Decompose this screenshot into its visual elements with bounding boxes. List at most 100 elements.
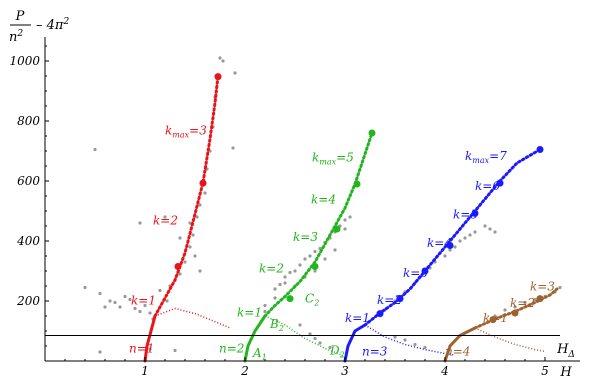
scatter-point [283, 281, 287, 285]
scatter-point [523, 300, 527, 305]
scatter-point [468, 233, 472, 237]
scatter-point [313, 336, 317, 341]
annotation-label: k=1 [345, 311, 370, 325]
x-tick-label: 2 [240, 364, 249, 378]
scatter-point [231, 146, 235, 150]
scatter-point [113, 300, 117, 305]
annotation-label: n=2 [219, 342, 244, 356]
scatter-point [263, 303, 267, 308]
branch-n1-solid [143, 314, 157, 363]
y-tick-label: 400 [16, 234, 40, 248]
scatter-point [443, 254, 447, 258]
branch-n1-marker [214, 73, 222, 81]
branch-n2-upper [263, 131, 374, 318]
scatter-point [328, 345, 332, 350]
scatter-point [198, 203, 202, 207]
branch-n2-marker [353, 180, 361, 188]
scatter-point [423, 345, 427, 350]
scatter-point [448, 248, 452, 252]
y-axis-label-denominator: n2 [9, 29, 23, 45]
branch-n3-marker [446, 242, 454, 249]
scatter-point [193, 254, 197, 258]
annotation-label: B2 [269, 317, 284, 333]
annotation-label: k=3 [530, 280, 555, 294]
branch-n1-marker [174, 263, 182, 270]
scatter-point [278, 282, 282, 287]
branch-n2-marker [311, 263, 319, 270]
scatter-point [98, 350, 102, 354]
annotation-label: k=2 [510, 296, 535, 310]
scatter-point [198, 269, 202, 273]
scatter-point [143, 303, 147, 308]
scatter-point [298, 263, 302, 267]
x-axis-label-denominator: H [559, 365, 572, 380]
scatter-point [303, 257, 307, 261]
scatter-point [98, 291, 102, 296]
annotation-label: k=3 [293, 230, 318, 244]
y-tick-label: 1000 [9, 54, 40, 68]
scatter-point [183, 260, 187, 264]
scatter-point [138, 221, 142, 225]
annotation-label: kmax=7 [465, 149, 507, 165]
scatter-point [138, 309, 142, 314]
x-tick-label: 4 [440, 364, 449, 378]
y-tick-label: 600 [17, 174, 40, 188]
branch-n3-solid [343, 323, 367, 363]
annotation-label: A1 [252, 346, 267, 362]
annotation-label: k=2 [377, 293, 402, 307]
scatter-point [93, 147, 97, 152]
branch-n3-marker [496, 179, 504, 187]
annotation-label: n=4 [445, 345, 470, 359]
scatter-point [158, 288, 162, 293]
annotation-label: k=6 [475, 179, 500, 193]
branch-n2-marker [368, 129, 376, 137]
branch-n3-marker [376, 310, 384, 318]
scatter-point [308, 254, 312, 258]
scatter-point [188, 221, 192, 225]
x-tick-label: 5 [541, 364, 549, 378]
branch-n4-marker [536, 295, 544, 303]
annotation-label: kmax=3 [165, 124, 207, 140]
branch-n4-marker [511, 309, 519, 317]
curves-layer [143, 73, 559, 363]
scatter-point [273, 296, 277, 300]
scatter-point [313, 249, 317, 254]
x-axis-label: HΔ H [554, 342, 580, 380]
annotation-label: k=1 [483, 311, 508, 325]
annotation-label: k=4 [311, 193, 336, 207]
scatter-point [393, 335, 397, 339]
x-tick-label: 1 [141, 364, 149, 378]
scatter-point [83, 285, 87, 290]
scatter-point [188, 245, 192, 249]
scatter-point [308, 332, 312, 336]
branch-n1-marker [199, 179, 207, 187]
scatter-point [453, 245, 457, 249]
annotation-label: C2 [305, 292, 319, 308]
scatter-point [191, 233, 195, 237]
branch-n4-lower [474, 327, 546, 353]
scatter-point [503, 308, 507, 312]
scatter-point [283, 275, 287, 279]
scatter-point [558, 285, 562, 290]
scatter-point [273, 287, 277, 291]
branch-n1-lower [154, 307, 231, 329]
annotation-label: k=5 [453, 208, 478, 222]
branch-n4-solid [443, 326, 477, 363]
scatter-point [133, 306, 137, 311]
scatter-point [288, 270, 292, 275]
scatter-point [233, 71, 237, 75]
scatter-point [463, 236, 467, 240]
scatter-point [165, 299, 169, 303]
scatter-point [263, 309, 267, 314]
branch-n3-marker [421, 267, 429, 275]
scatter-point [221, 59, 225, 63]
scatter-point [318, 341, 322, 345]
scatter-point [108, 299, 112, 303]
scatter-point [203, 191, 207, 195]
scatter-point [218, 56, 222, 60]
scatter-point [178, 272, 182, 276]
scatter-point [533, 297, 537, 302]
annotation-label: k=3 [403, 266, 428, 280]
scatter-point [483, 224, 487, 228]
scatter-point [333, 248, 337, 252]
